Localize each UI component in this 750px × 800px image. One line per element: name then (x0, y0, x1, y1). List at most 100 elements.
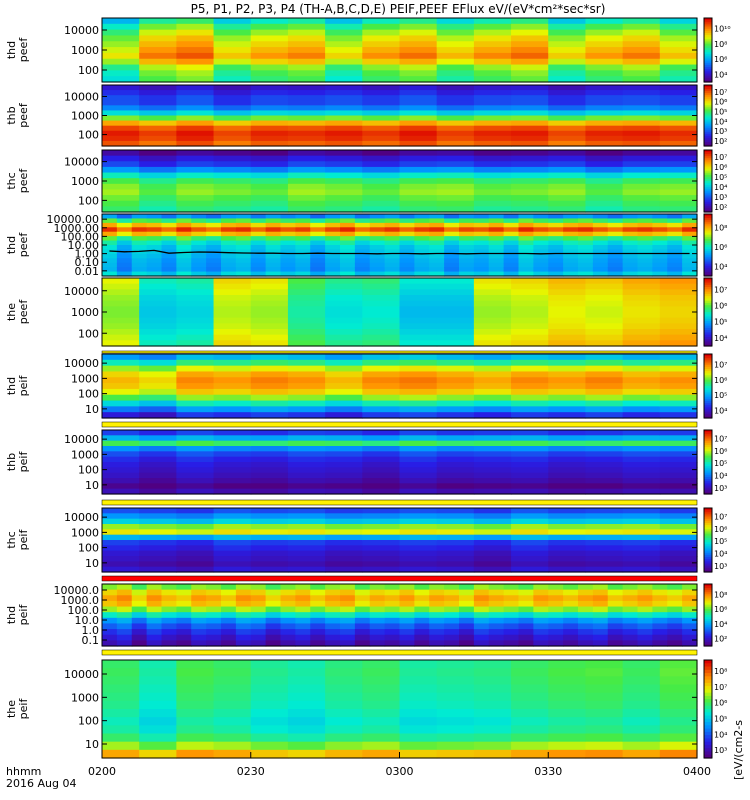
heatmap-cell (161, 231, 177, 237)
colorbar-cell (704, 390, 712, 393)
heatmap-cell (659, 692, 698, 702)
heatmap-cell (622, 513, 661, 520)
heatmap-cell (414, 629, 430, 636)
heatmap-cell (585, 406, 624, 413)
heatmap-cell (139, 488, 177, 495)
heatmap-cell (362, 155, 401, 162)
heatmap-cell (473, 289, 512, 296)
heatmap-cell (607, 595, 624, 602)
heatmap-cell (340, 600, 356, 608)
heatmap-cell (176, 400, 215, 407)
heatmap-cell (511, 155, 549, 162)
colorbar-cell (704, 383, 712, 387)
heatmap-cell (280, 589, 296, 596)
heatmap-cell (102, 135, 140, 142)
heatmap-cell (533, 227, 549, 233)
heatmap-cell (533, 595, 549, 602)
heatmap-cell (473, 589, 490, 596)
heatmap-cell (176, 412, 215, 419)
heatmap-cell (325, 684, 363, 694)
heatmap-cell (444, 262, 460, 268)
colorbar-cell (704, 56, 712, 60)
heatmap-cell (250, 634, 267, 641)
colorbar-cell (704, 318, 712, 322)
heatmap-cell (473, 125, 512, 132)
heatmap-cell (473, 534, 512, 541)
colorbar-cell (704, 85, 712, 88)
heatmap-cell (139, 406, 177, 413)
heatmap-cell (637, 640, 653, 647)
colorbar-cell (704, 300, 712, 304)
heatmap-cell (250, 70, 289, 77)
heatmap-cell (221, 214, 237, 220)
heatmap-cell (131, 612, 148, 619)
heatmap-cell (139, 295, 177, 302)
heatmap-cell (548, 52, 587, 60)
heatmap-cell (473, 115, 512, 122)
heatmap-cell (287, 488, 326, 495)
heatmap-cell (325, 283, 363, 290)
heatmap-cell (548, 18, 587, 25)
heatmap-cell (176, 589, 192, 596)
heatmap-cell (436, 550, 475, 557)
heatmap-cell (250, 115, 289, 122)
heatmap-cell (176, 508, 215, 514)
heatmap-cell (511, 115, 549, 122)
heatmap-cell (637, 595, 653, 602)
heatmap-cell (607, 253, 624, 259)
heatmap-cell (585, 462, 624, 468)
heatmap-cell (399, 462, 438, 468)
heatmap-cell (362, 412, 401, 419)
heatmap-cell (325, 524, 363, 530)
heatmap-cell (340, 258, 356, 264)
heatmap-cell (213, 23, 252, 31)
heatmap-cell (295, 600, 311, 608)
heatmap-cell (652, 222, 668, 228)
heatmap-cell (310, 253, 326, 259)
heatmap-cell (592, 231, 609, 237)
heatmap-cell (213, 58, 252, 66)
heatmap-cell (659, 545, 698, 552)
heatmap-cell (659, 52, 698, 60)
heatmap-cell (473, 566, 512, 573)
heatmap-cell (585, 95, 624, 101)
heatmap-cell (659, 365, 698, 373)
heatmap-cell (585, 451, 624, 458)
heatmap-cell (213, 178, 252, 185)
heatmap-cell (414, 236, 430, 242)
heatmap-cell (213, 85, 252, 91)
heatmap-cell (585, 430, 624, 436)
heatmap-cell (436, 295, 475, 302)
colorbar-cell (704, 22, 712, 25)
heatmap-cell (622, 606, 639, 613)
heatmap-cell (637, 612, 653, 619)
heatmap-cell (429, 584, 445, 591)
heatmap-cell (325, 394, 363, 402)
heatmap-cell (354, 253, 371, 259)
colorbar-cell (704, 307, 712, 311)
heatmap-cell (414, 584, 430, 591)
heatmap-cell (235, 218, 252, 224)
heatmap-cell (176, 584, 192, 591)
heatmap-cell (102, 236, 118, 242)
heatmap-cell (102, 214, 118, 220)
heatmap-cell (473, 741, 512, 751)
heatmap-cell (585, 70, 624, 77)
colorbar-cell (704, 722, 712, 726)
heatmap-cell (139, 660, 177, 669)
heatmap-cell (362, 472, 401, 479)
heatmap-cell (637, 606, 653, 613)
heatmap-cell (667, 584, 683, 591)
heatmap-cell (287, 446, 326, 452)
heatmap-cell (473, 600, 490, 608)
heatmap-cell (176, 278, 215, 285)
colorbar-tick-label: 10² (714, 137, 727, 146)
heatmap-cell (399, 161, 438, 168)
heatmap-cell (548, 634, 564, 641)
colorbar-cell (704, 641, 712, 645)
heatmap-cell (659, 513, 698, 520)
heatmap-cell (340, 606, 356, 613)
heatmap-cell (139, 388, 177, 396)
heatmap-cell (102, 623, 118, 630)
heatmap-cell (102, 488, 140, 495)
